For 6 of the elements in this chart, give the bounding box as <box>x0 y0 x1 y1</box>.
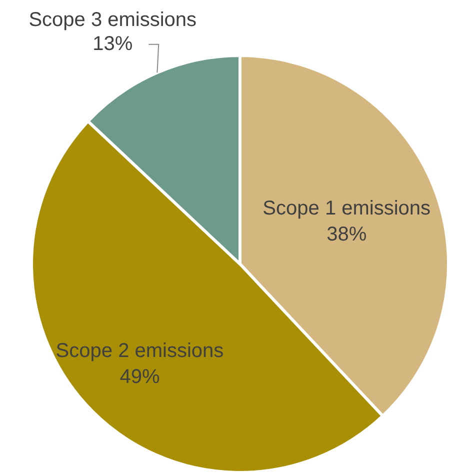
data-label: 13% <box>92 32 133 55</box>
slice-label: Scope 2 emissions <box>56 340 224 362</box>
slice-label: Scope 3 emissions <box>28 8 197 31</box>
data-label: 49% <box>120 366 160 388</box>
slice-label: Scope 1 emissions <box>262 197 431 220</box>
data-label: 38% <box>326 223 367 246</box>
